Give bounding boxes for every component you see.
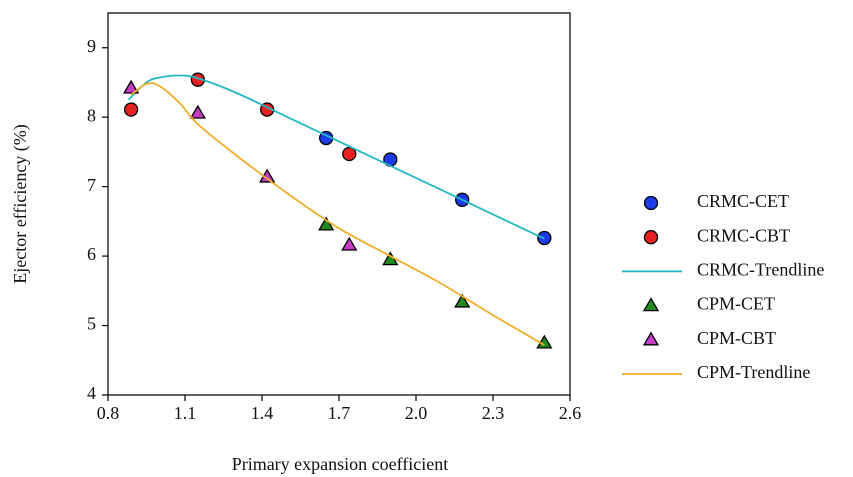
x-axis-label: Primary expansion coefficient xyxy=(232,454,449,474)
legend-swatch xyxy=(642,297,660,312)
legend-label: CPM-CET xyxy=(697,294,775,314)
x-tick-label: 2.6 xyxy=(559,403,582,423)
data-point xyxy=(122,79,140,94)
legend-label: CRMC-Trendline xyxy=(697,260,824,280)
x-tick-label: 1.4 xyxy=(251,403,274,423)
legend-swatch xyxy=(643,195,659,211)
legend-label: CPM-CBT xyxy=(697,328,776,348)
y-tick-label: 7 xyxy=(87,175,96,195)
legend-swatch xyxy=(642,331,660,346)
x-tick-label: 0.8 xyxy=(97,403,120,423)
y-tick-label: 9 xyxy=(87,36,96,56)
y-axis-label: Ejector efficiency (%) xyxy=(10,124,31,284)
legend-label: CPM-Trendline xyxy=(697,362,810,382)
x-tick-label: 1.7 xyxy=(328,403,351,423)
y-tick-label: 5 xyxy=(87,314,96,334)
data-point xyxy=(341,236,358,251)
legend-label: CRMC-CBT xyxy=(697,225,790,245)
x-tick-label: 1.1 xyxy=(174,403,197,423)
data-point xyxy=(123,102,139,117)
trendline xyxy=(127,74,545,240)
legend-swatch xyxy=(643,230,659,245)
x-tick-label: 2.0 xyxy=(405,403,428,423)
plot-frame xyxy=(107,12,571,396)
trendline xyxy=(130,82,545,346)
data-point xyxy=(342,146,357,162)
x-tick-label: 2.3 xyxy=(482,403,505,423)
data-point xyxy=(454,293,471,308)
data-point xyxy=(536,334,553,349)
data-point xyxy=(318,216,335,231)
y-tick-label: 8 xyxy=(87,105,96,125)
legend-label: CRMC-CET xyxy=(697,191,789,211)
data-point xyxy=(189,104,206,119)
y-tick-label: 6 xyxy=(87,244,96,264)
y-tick-label: 4 xyxy=(87,383,96,403)
